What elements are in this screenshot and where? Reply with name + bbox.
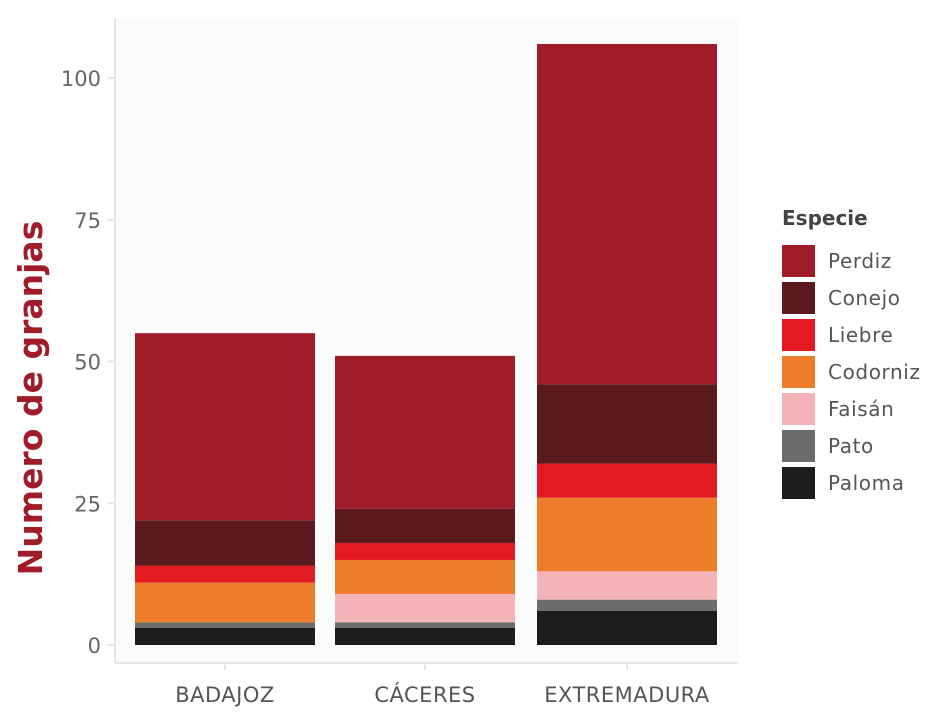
legend-swatch-conejo [782, 282, 815, 314]
legend-swatch-codorniz [782, 356, 815, 388]
bar-segment-paloma [335, 627, 515, 645]
legend-label-pato: Pato [828, 434, 874, 458]
bar-segment-pato [335, 622, 515, 628]
legend-swatch-pato [782, 430, 815, 462]
bar-segment-perdiz [537, 43, 717, 385]
legend-label-codorniz: Codorniz [828, 360, 921, 384]
bar-segment-codorniz [537, 497, 717, 572]
x-tick-label: EXTREMADURA [544, 683, 710, 707]
bar-segment-codorniz [335, 559, 515, 594]
legend-swatch-liebre [782, 319, 815, 351]
bar-segment-liebre [537, 463, 717, 498]
bar-segment-perdiz [335, 355, 515, 509]
bar-segment-conejo [135, 520, 315, 566]
legend-label-perdiz: Perdiz [828, 249, 892, 273]
legend-swatch-perdiz [782, 245, 815, 277]
bar-segment-paloma [537, 610, 717, 645]
y-tick-label: 25 [74, 492, 101, 516]
legend-label-liebre: Liebre [828, 323, 893, 347]
legend-label-conejo: Conejo [828, 286, 901, 310]
bar-segment-liebre [335, 542, 515, 560]
bar-segment-conejo [537, 384, 717, 464]
y-tick-label: 75 [74, 209, 101, 233]
legend-label-paloma: Paloma [828, 471, 905, 495]
y-tick-label: 0 [88, 634, 101, 658]
bar-segment-faisán [335, 593, 515, 623]
legend-swatch-paloma [782, 467, 815, 499]
legend-label-faisán: Faisán [828, 397, 894, 421]
bar-segment-conejo [335, 508, 515, 543]
bar-segment-pato [135, 622, 315, 628]
y-axis-title: Numero de granjas [11, 221, 50, 576]
x-tick-label: BADAJOZ [175, 683, 275, 707]
legend-swatch-faisán [782, 393, 815, 425]
bar-segment-codorniz [135, 582, 315, 623]
bar-segment-pato [537, 599, 717, 611]
bar-segment-liebre [135, 565, 315, 583]
legend-title: Especie [782, 206, 868, 230]
bar-segment-faisán [537, 571, 717, 600]
y-tick-label: 100 [61, 67, 101, 91]
x-tick-label: CÁCERES [374, 682, 475, 707]
bar-segment-paloma [135, 627, 315, 645]
legend: Especie Perdiz Conejo Liebre Codorniz Faisán… [782, 206, 921, 499]
bar-segment-perdiz [135, 333, 315, 521]
y-tick-label: 50 [74, 351, 101, 375]
